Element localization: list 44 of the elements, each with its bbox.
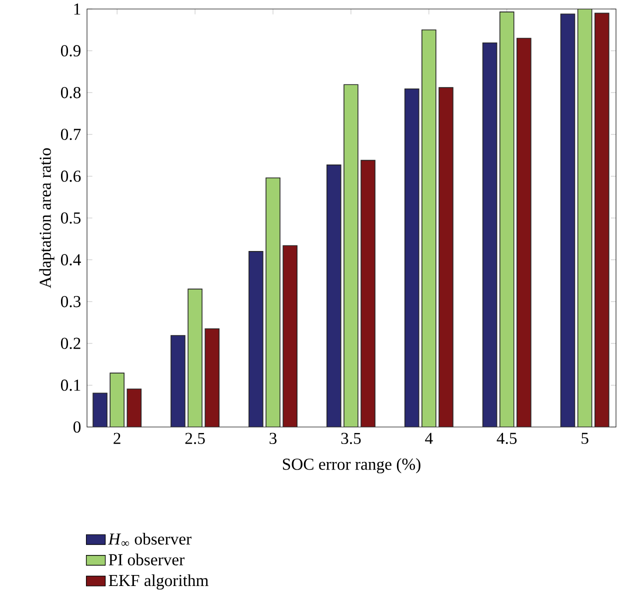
y-tick-label: 0.6 — [60, 170, 81, 182]
y-tick-label: 0.4 — [60, 254, 81, 266]
x-tick-label: 3 — [270, 432, 277, 444]
x-tick-label: 5 — [582, 432, 588, 444]
bar — [438, 87, 454, 428]
y-tick-label: 0.1 — [60, 380, 80, 391]
bar — [516, 38, 532, 428]
bar — [499, 12, 514, 428]
bar — [594, 12, 610, 428]
bar — [170, 335, 186, 428]
x-tick-label: 2.5 — [185, 432, 205, 444]
x-tick-label: 3.5 — [341, 432, 361, 444]
x-tick-label: 2 — [114, 432, 120, 444]
bar — [360, 160, 376, 428]
y-tick-label: 0.9 — [60, 45, 80, 56]
bar — [404, 88, 420, 428]
bar — [110, 372, 124, 428]
x-tick-label: 4.5 — [496, 432, 517, 444]
bar — [266, 177, 280, 428]
bar — [126, 388, 142, 428]
y-tick-label: 0 — [73, 421, 81, 433]
bar — [326, 164, 342, 428]
bar — [188, 288, 202, 428]
bar — [248, 251, 264, 428]
bar — [282, 245, 298, 428]
bar — [92, 392, 108, 428]
x-tick-label: 4 — [425, 432, 433, 444]
bar — [422, 30, 436, 428]
bar — [560, 14, 576, 428]
y-tick-label: 0.7 — [60, 128, 81, 140]
legend-label: H$_{∞}$ observer — [108, 532, 192, 546]
y-tick-label: 1 — [74, 4, 80, 15]
y-tick-label: 0.5 — [60, 212, 81, 224]
legend-label: PI observer — [108, 554, 184, 566]
y-tick-label: 0.2 — [60, 338, 80, 350]
bar — [577, 9, 592, 428]
legend-label: EKF algorithm — [108, 574, 208, 590]
y-tick-label: 0.3 — [60, 296, 81, 308]
bar — [204, 328, 220, 428]
bar — [344, 84, 358, 428]
y-tick-label: 0.8 — [60, 86, 81, 98]
y-axis-title: Adaptation area ratio — [39, 148, 54, 288]
bar — [482, 42, 498, 428]
x-axis-title: SOC error range (%) — [282, 458, 420, 474]
